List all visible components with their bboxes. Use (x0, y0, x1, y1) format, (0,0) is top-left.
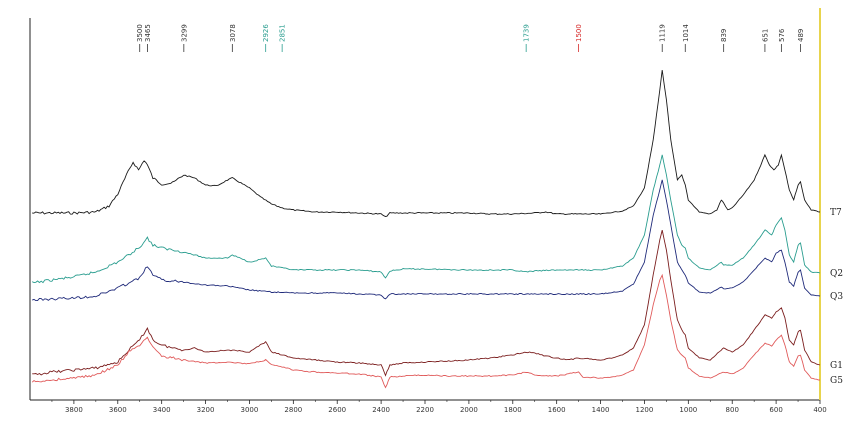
peak-marker-576: 576 (778, 28, 786, 52)
series-label-Q2: Q2 (830, 269, 843, 279)
peak-marker-1119: 1119 (659, 24, 667, 52)
peak-marker-3299: 3299 (180, 24, 188, 52)
x-tick-label: 1800 (504, 406, 522, 414)
peak-marker-label: 1500 (575, 24, 583, 42)
x-tick-label: 3800 (65, 406, 83, 414)
peak-marker-label: 839 (720, 29, 728, 42)
x-tick-label: 1200 (636, 406, 654, 414)
peak-marker-2851: 2851 (279, 24, 287, 52)
peak-marker-1500: 1500 (575, 24, 583, 52)
peak-marker-label: 2926 (262, 24, 270, 42)
peak-marker-489: 489 (797, 29, 805, 52)
peak-marker-651: 651 (761, 29, 769, 52)
peak-marker-label: 576 (778, 28, 786, 42)
x-tick-label: 3000 (241, 406, 259, 414)
peak-marker-label: 489 (797, 29, 805, 42)
peak-marker-label: 3465 (144, 24, 152, 42)
series-layer (31, 69, 821, 389)
series-line-G5 (31, 273, 821, 389)
x-tick-label: 400 (813, 406, 826, 414)
series-label-layer: T7 Q2 Q3 G1 G5 (830, 208, 843, 386)
series-line-Q3 (32, 179, 821, 302)
peak-marker-label: 3078 (229, 24, 237, 42)
peak-marker-label: 651 (761, 29, 769, 42)
peak-marker-label: 3500 (136, 24, 144, 42)
x-tick-label: 800 (726, 406, 739, 414)
x-tick-label: 2800 (284, 406, 302, 414)
x-tick-label: 1400 (592, 406, 610, 414)
x-tick-label: 2200 (416, 406, 434, 414)
peak-marker-label: 3299 (180, 24, 188, 42)
axes-layer: 3800 3600 3400 3200 3000 2800 2600 2400 2200 2000… (29, 8, 827, 414)
peak-marker-1739: 1739 (523, 24, 531, 52)
x-tick-label: 2000 (460, 406, 478, 414)
peak-marker-label: 1739 (523, 24, 531, 42)
peak-marker-3078: 3078 (229, 24, 237, 52)
peak-marker-label: 2851 (279, 24, 287, 42)
peak-marker-label: 1119 (659, 24, 667, 42)
x-tick-label: 2600 (328, 406, 346, 414)
series-label-T7: T7 (830, 208, 842, 218)
x-tick-label: 3400 (153, 406, 171, 414)
series-line-Q2 (32, 154, 821, 284)
series-label-G1: G1 (830, 361, 843, 371)
peak-marker-layer: 3500 3465 3299 3078 2926 2851 1739 1500 1119 1014… (136, 24, 805, 52)
x-tick-label: 600 (769, 406, 782, 414)
series-label-Q3: Q3 (830, 292, 843, 302)
x-tick-label: 1000 (679, 406, 697, 414)
peak-marker-839: 839 (720, 29, 728, 52)
peak-marker-label: 1014 (682, 24, 690, 42)
series-label-G5: G5 (830, 376, 843, 386)
peak-marker-3465: 3465 (144, 24, 152, 52)
series-line-T7 (32, 69, 821, 217)
peak-marker-2926: 2926 (262, 24, 270, 52)
x-tick-label: 1600 (548, 406, 566, 414)
series-line-G1 (32, 229, 821, 377)
x-tick-label: 3600 (109, 406, 127, 414)
peak-marker-1014: 1014 (682, 24, 690, 52)
peak-marker-3500: 3500 (136, 24, 144, 52)
x-tick-label: 3200 (197, 406, 215, 414)
x-tick-label: 2400 (372, 406, 390, 414)
